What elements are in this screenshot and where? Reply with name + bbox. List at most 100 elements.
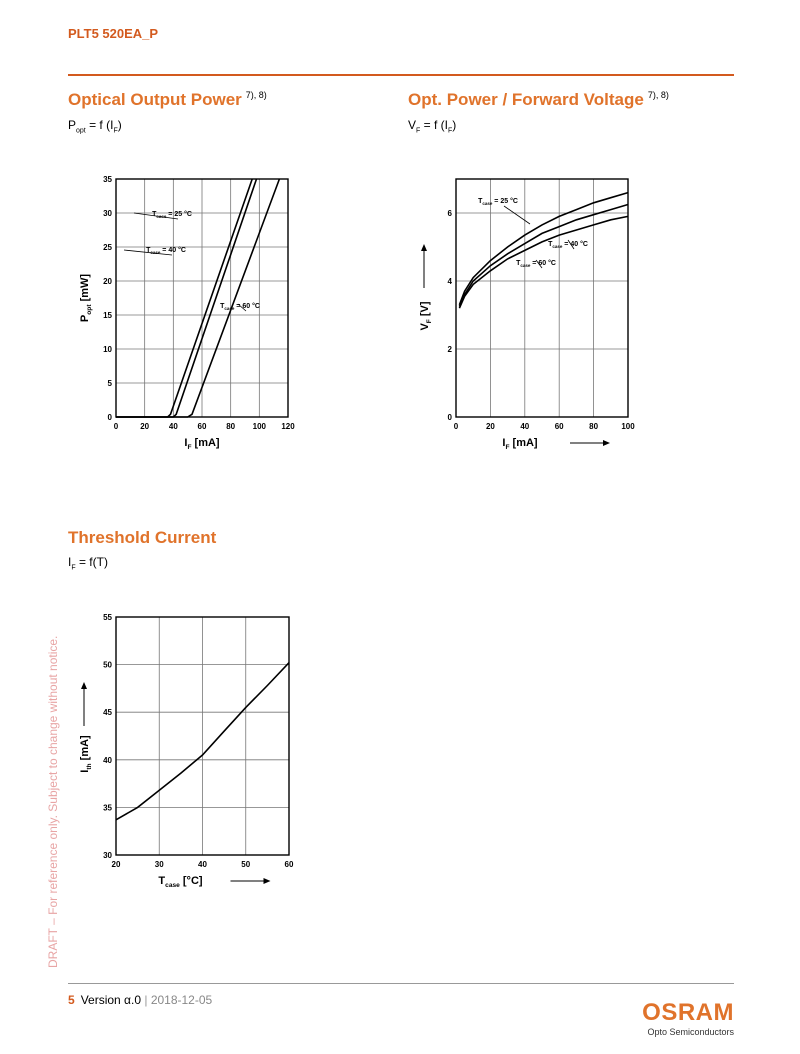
x-tick-label: 40 — [198, 860, 207, 869]
plot-frame — [455, 178, 629, 418]
forward-voltage-footnote: 7), 8) — [647, 90, 669, 100]
y-tick-label: 25 — [103, 243, 112, 252]
y-tick-label: 45 — [103, 708, 112, 717]
x-tick-label: 100 — [253, 422, 267, 431]
forward-voltage-formula: VF = f (IF) — [408, 118, 456, 134]
release-date: 2018-12-05 — [150, 993, 213, 1007]
optical-power-footnote: 7), 8) — [245, 90, 267, 100]
x-tick-label: 120 — [281, 422, 295, 431]
y-axis-label-group: Ith [mA] — [79, 735, 93, 773]
y-tick-label: 4 — [448, 277, 453, 286]
formula-subscript: F — [447, 127, 453, 135]
series-label-leader — [567, 239, 575, 250]
formula-text: ) — [452, 118, 457, 132]
formula-text: = f (I — [85, 118, 114, 132]
y-tick-label: 35 — [103, 803, 112, 812]
x-tick-label: 40 — [520, 422, 529, 431]
x-axis-label: IF [mA] — [184, 437, 220, 451]
y-tick-label: 35 — [103, 175, 112, 184]
y-tick-label: 30 — [103, 851, 112, 860]
y-axis-arrowhead — [81, 682, 87, 689]
x-tick-label: 60 — [198, 422, 207, 431]
y-tick-label: 10 — [103, 345, 112, 354]
threshold-formula: IF = f(T) — [68, 555, 108, 571]
x-tick-label: 60 — [285, 860, 294, 869]
logo-tagline: Opto Semiconductors — [647, 1027, 734, 1037]
x-tick-label: 20 — [486, 422, 495, 431]
draft-watermark: DRAFT – For reference only. Subject to c… — [46, 635, 60, 968]
footer: 5 Version α.0 | 2018-12-05 — [68, 993, 212, 1007]
formula-subscript: F — [416, 127, 421, 135]
forward-voltage-chart: 0 20 40 60 80 100 0 2 4 6 Tcase = 25 °C Tcase = 40 … — [419, 178, 635, 451]
x-tick-label: 20 — [112, 860, 121, 869]
series-label: Tcase = 25 °C — [152, 210, 192, 219]
formula-symbol: I — [68, 555, 72, 569]
series-line — [458, 215, 629, 309]
y-axis-label-group: VF [V] — [419, 301, 433, 330]
x-tick-label: 100 — [621, 422, 635, 431]
forward-voltage-title: Opt. Power / Forward Voltage 7), 8) — [408, 90, 669, 110]
y-tick-label: 0 — [448, 413, 453, 422]
x-tick-label: 40 — [169, 422, 178, 431]
y-axis-arrowhead — [421, 244, 427, 251]
x-tick-label: 0 — [454, 422, 459, 431]
formula-subscript: F — [71, 564, 76, 572]
version-label: Version α.0 — [80, 993, 141, 1007]
series-label: Tcase = 40 °C — [146, 246, 186, 255]
plot-frame — [115, 616, 290, 856]
formula-text: = f (I — [420, 118, 448, 132]
x-tick-label: 60 — [555, 422, 564, 431]
y-tick-label: 2 — [448, 345, 453, 354]
formula-symbol: P — [68, 118, 77, 132]
optical-power-formula: Popt = f (IF) — [68, 118, 122, 134]
x-axis-label: Tcase [°C] — [158, 875, 202, 889]
series-label: Tcase = 60 °C — [220, 302, 260, 311]
page-number: 5 — [68, 993, 75, 1007]
y-tick-label: 0 — [108, 413, 113, 422]
x-tick-label: 30 — [155, 860, 164, 869]
series-label-leader — [133, 212, 179, 220]
osram-logo: OSRAM Opto Semiconductors — [630, 1000, 734, 1038]
series-label-leader — [237, 303, 247, 312]
y-axis-label: Ith [mA] — [79, 735, 93, 773]
formula-subscript: F — [113, 127, 118, 135]
document-id: PLT5 520EA_P — [68, 26, 159, 41]
series-label-leader — [535, 259, 543, 269]
y-tick-label: 40 — [103, 756, 112, 765]
plot-frame — [115, 178, 289, 418]
threshold-title: Threshold Current — [68, 528, 216, 548]
series-label-leader — [503, 205, 531, 225]
header-divider — [68, 74, 734, 76]
y-tick-label: 6 — [448, 209, 453, 218]
optical-power-title: Optical Output Power 7), 8) — [68, 90, 267, 110]
y-tick-label: 5 — [108, 379, 113, 388]
x-tick-label: 80 — [589, 422, 598, 431]
x-tick-label: 50 — [241, 860, 250, 869]
x-tick-label: 20 — [140, 422, 149, 431]
y-tick-label: 50 — [103, 661, 112, 670]
formula-text: = f(T) — [75, 555, 108, 569]
threshold-title-text: Threshold Current — [68, 528, 217, 547]
formula-subscript: opt — [76, 127, 86, 135]
formula-text: ) — [117, 118, 122, 132]
x-tick-label: 80 — [226, 422, 235, 431]
series-line — [458, 203, 629, 307]
x-axis-label: IF [mA] — [502, 437, 538, 451]
series-line — [458, 191, 629, 306]
series-line — [115, 662, 290, 821]
formula-symbol: V — [408, 118, 417, 132]
footer-divider — [68, 983, 734, 984]
x-axis-arrowhead — [263, 878, 271, 884]
series-label: Tcase = 40 °C — [548, 240, 588, 249]
x-axis-arrowhead — [603, 440, 610, 446]
y-tick-label: 55 — [103, 613, 112, 622]
y-axis-label: VF [V] — [419, 301, 433, 330]
x-tick-label: 0 — [114, 422, 119, 431]
y-axis-label-group: Popt [mW] — [79, 274, 93, 322]
logo-brand: OSRAM — [642, 999, 734, 1026]
series-line — [116, 178, 281, 418]
series-label: Tcase = 60 °C — [516, 259, 556, 268]
series-label-leader — [123, 249, 173, 256]
y-tick-label: 20 — [103, 277, 112, 286]
